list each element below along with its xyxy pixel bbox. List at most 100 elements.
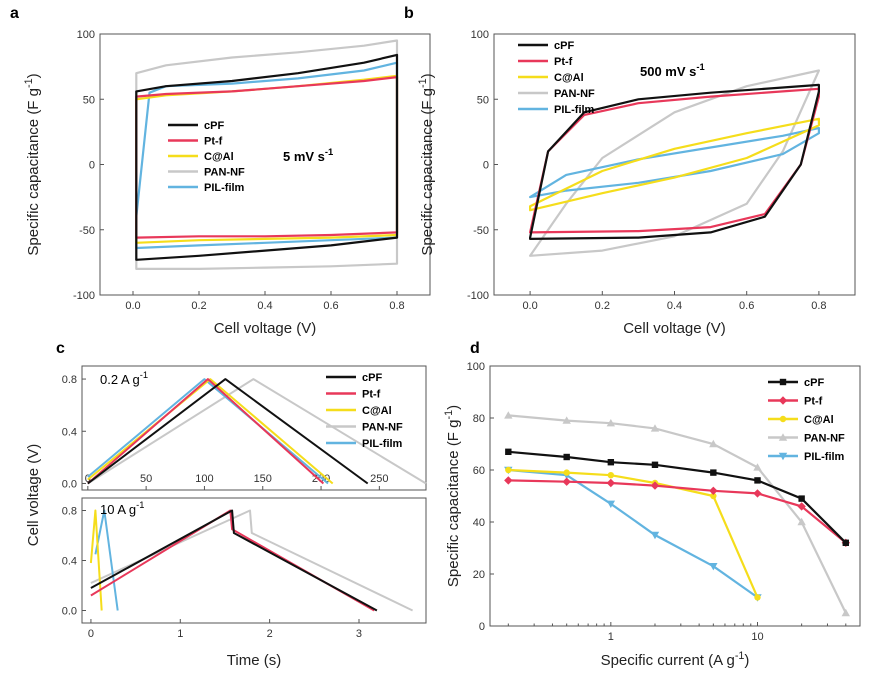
y-tick-label: 20 bbox=[473, 569, 485, 581]
panel-label: c bbox=[56, 340, 65, 357]
data-point bbox=[797, 517, 806, 526]
y-tick-label: 0 bbox=[479, 621, 485, 633]
legend-label: C@Al bbox=[804, 414, 834, 426]
legend-label: cPF bbox=[204, 120, 224, 132]
data-point bbox=[842, 539, 849, 546]
panel-label: b bbox=[404, 5, 414, 22]
x-tick-label: 2 bbox=[267, 628, 273, 640]
panel-label: d bbox=[470, 340, 480, 357]
x-axis-label: Time (s) bbox=[227, 652, 281, 669]
data-point bbox=[606, 478, 616, 488]
legend-label: cPF bbox=[554, 40, 574, 52]
data-point bbox=[650, 481, 660, 490]
y-tick-label: 40 bbox=[473, 517, 485, 529]
data-point bbox=[709, 563, 718, 571]
data-point bbox=[710, 492, 717, 500]
y-tick-label: 100 bbox=[77, 29, 95, 41]
gcd-curve-PIL-film bbox=[94, 509, 119, 611]
legend-label: PIL-film bbox=[362, 438, 403, 450]
data-point bbox=[753, 489, 762, 498]
x-tick-label: 10 bbox=[751, 631, 763, 643]
panel-a: 0.0 0.2 0.4 0.6 0.8 -100 -50 0 50 100 a Cell voltag… bbox=[10, 5, 431, 337]
y-tick-label: -100 bbox=[467, 290, 489, 302]
y-tick-label: 100 bbox=[471, 29, 489, 41]
data-point bbox=[504, 411, 513, 419]
data-point bbox=[505, 466, 512, 474]
x-tick-label: 0.8 bbox=[389, 300, 404, 312]
data-point bbox=[753, 463, 762, 471]
legend-label: PAN-NF bbox=[362, 422, 403, 434]
x-tick-label: 100 bbox=[195, 473, 213, 485]
legend-label: PAN-NF bbox=[204, 167, 245, 179]
legend-label: cPF bbox=[804, 377, 824, 389]
cv-loop-Pt-f bbox=[135, 76, 399, 239]
annotation: 0.2 A g-1 bbox=[100, 370, 148, 387]
y-tick-label: 60 bbox=[473, 465, 485, 477]
x-tick-label: 0.4 bbox=[667, 300, 682, 312]
x-tick-label: 50 bbox=[140, 473, 152, 485]
y-tick-label: 0 bbox=[89, 160, 95, 172]
panel-d: 1 10020406080100cPFPt-fC@AlPAN-NFPIL-film… bbox=[443, 340, 861, 669]
legend-label: PIL-film bbox=[554, 104, 595, 116]
data-point bbox=[779, 378, 787, 386]
data-point bbox=[778, 452, 788, 461]
rate-curve-PAN-NF bbox=[508, 414, 847, 614]
x-tick-label: 0.8 bbox=[811, 300, 826, 312]
plot-frame bbox=[81, 365, 427, 491]
y-tick-label: 50 bbox=[83, 94, 95, 106]
legend-label: PIL-film bbox=[204, 182, 245, 194]
data-point bbox=[709, 439, 718, 448]
gcd-curve-cPF bbox=[90, 509, 378, 612]
legend-label: PAN-NF bbox=[554, 88, 595, 100]
cv-loop-cPF bbox=[135, 53, 399, 261]
y-axis-label: Specific capacitance (F g-1) bbox=[443, 405, 462, 587]
y-tick-label: 80 bbox=[473, 413, 485, 425]
gcd-curve-PAN-NF bbox=[87, 378, 427, 485]
legend-label: PIL-film bbox=[804, 451, 845, 463]
x-tick-label: 3 bbox=[356, 628, 362, 640]
cv-loop-cPF bbox=[529, 83, 820, 240]
x-tick-label: 0.2 bbox=[191, 300, 206, 312]
data-point bbox=[650, 531, 660, 540]
rate-curve-PIL-film bbox=[508, 468, 759, 599]
data-point bbox=[606, 419, 616, 427]
data-point bbox=[563, 453, 570, 461]
y-axis-label: Specific capacitance (F g-1) bbox=[417, 73, 436, 255]
x-tick-label: 0.6 bbox=[323, 300, 338, 312]
data-point bbox=[779, 415, 787, 423]
gcd-curve-cPF bbox=[87, 378, 369, 485]
y-tick-label: 100 bbox=[467, 361, 485, 373]
data-point bbox=[754, 594, 761, 601]
data-point bbox=[607, 472, 615, 479]
y-tick-label: -50 bbox=[79, 225, 95, 237]
plot-frame bbox=[99, 33, 431, 296]
legend-label: Pt-f bbox=[204, 136, 223, 148]
x-tick-label: 250 bbox=[370, 473, 388, 485]
annotation: 5 mV s-1 bbox=[283, 147, 333, 164]
gcd-curve-PIL-film bbox=[87, 378, 329, 485]
y-tick-label: 0.4 bbox=[62, 426, 77, 438]
y-tick-label: -100 bbox=[73, 290, 95, 302]
data-point bbox=[778, 433, 788, 441]
x-tick-label: 1 bbox=[608, 631, 614, 643]
data-point bbox=[562, 416, 571, 424]
data-point bbox=[754, 477, 761, 484]
cv-loop-C@Al bbox=[529, 117, 820, 212]
data-point bbox=[841, 608, 850, 617]
legend-label: PAN-NF bbox=[804, 433, 845, 445]
y-tick-label: 0.0 bbox=[62, 478, 77, 490]
data-point bbox=[607, 459, 615, 466]
x-tick-label: 0.4 bbox=[257, 300, 272, 312]
x-tick-label: 1 bbox=[177, 628, 183, 640]
data-point bbox=[504, 476, 513, 485]
y-tick-label: 0.8 bbox=[62, 506, 77, 518]
data-point bbox=[797, 502, 806, 511]
x-axis-label: Specific current (A g-1) bbox=[601, 650, 750, 669]
data-point bbox=[606, 500, 616, 508]
annotation: 10 A g-1 bbox=[100, 500, 144, 517]
rate-curve-cPF bbox=[508, 450, 847, 544]
data-point bbox=[562, 477, 571, 486]
y-tick-label: 50 bbox=[477, 94, 489, 106]
